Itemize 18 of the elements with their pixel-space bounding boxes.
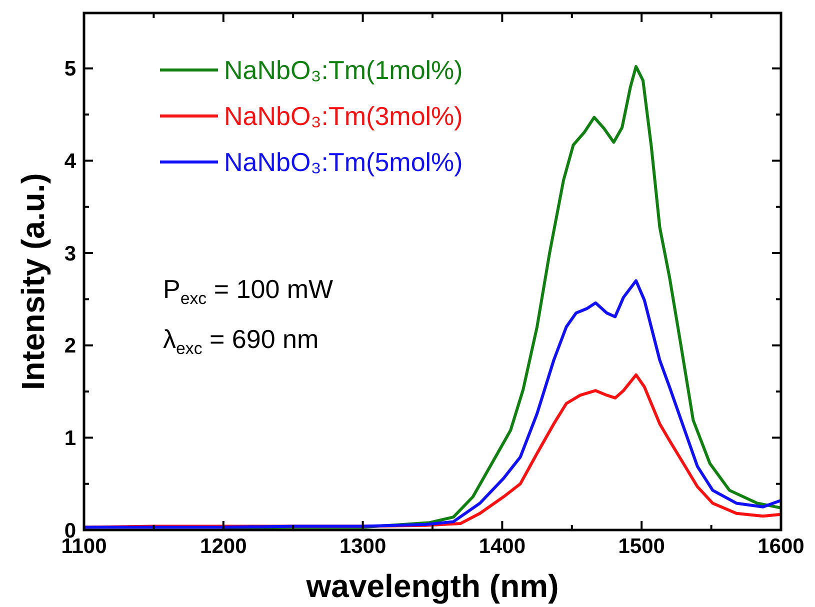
y-tick-label: 4 xyxy=(64,150,76,174)
y-axis-title: Intensity (a.u.) xyxy=(15,173,51,390)
x-tick-label: 1600 xyxy=(758,535,804,558)
y-tick-label: 1 xyxy=(64,427,76,450)
line-series xyxy=(84,279,781,529)
y-tick-label: 3 xyxy=(64,242,76,266)
legend-label: NaNbO₃:Tm(1mol%) xyxy=(224,55,463,86)
x-tick-label: 1400 xyxy=(478,535,526,558)
x-axis-title: wavelength (nm) xyxy=(305,568,559,604)
annotation: λ$_{exc}$ = 690 nm xyxy=(163,324,319,358)
y-tick-label: 2 xyxy=(64,334,76,358)
legend-label: NaNbO₃:Tm(3mol%) xyxy=(224,101,463,132)
x-tick-label: 1200 xyxy=(200,535,247,558)
x-tick-label: 1300 xyxy=(339,535,386,558)
legend-label: NaNbO₃:Tm(5mol%) xyxy=(224,147,463,178)
x-tick-label: 1500 xyxy=(618,535,665,558)
annotation: P$_{exc}$ = 100 mW xyxy=(163,274,334,308)
y-tick-label: 5 xyxy=(64,58,76,81)
